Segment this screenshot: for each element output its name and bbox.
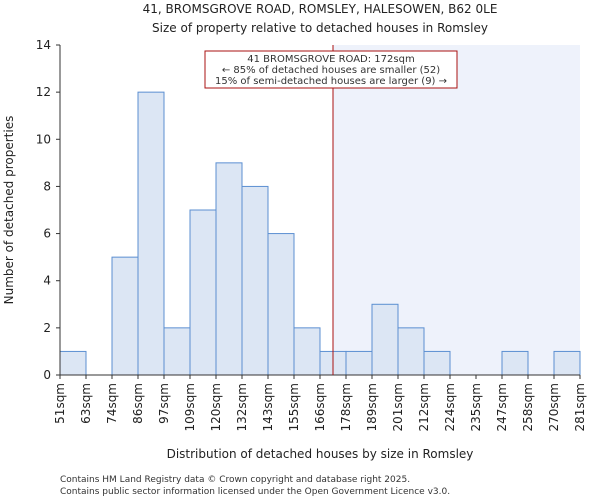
y-tick-labels: 0 2 4 6 8 10 12 14 — [36, 38, 51, 382]
x-tick-label: 224sqm — [443, 383, 457, 431]
bar-155sqm — [293, 327, 321, 376]
bar-51sqm — [59, 350, 87, 376]
x-tick-label: 132sqm — [235, 383, 249, 431]
bar-132sqm — [241, 185, 269, 376]
x-tick-label: 281sqm — [573, 383, 587, 431]
y-tick-label: 14 — [36, 38, 51, 52]
bar-109sqm — [189, 209, 217, 376]
annotation-line-2: ← 85% of detached houses are smaller (52… — [222, 65, 440, 76]
bar-97sqm — [163, 327, 191, 376]
x-tick-label: 258sqm — [521, 383, 535, 431]
x-tick-label: 201sqm — [391, 383, 405, 431]
x-axis-label: Distribution of detached houses by size … — [167, 447, 474, 461]
y-tick-label: 0 — [43, 368, 51, 382]
axes-layer — [56, 44, 581, 379]
x-tick-label: 212sqm — [417, 383, 431, 431]
x-tick-label: 178sqm — [339, 383, 353, 431]
bar-178sqm — [345, 350, 373, 376]
x-tick-label: 270sqm — [547, 383, 561, 431]
x-tick-label: 63sqm — [79, 383, 93, 424]
x-tick-label: 189sqm — [365, 383, 379, 431]
marker-layer: 41 BROMSGROVE ROAD: 172sqm← 85% of detac… — [204, 45, 458, 375]
x-tick-label: 120sqm — [209, 383, 223, 431]
y-tick-label: 12 — [36, 85, 51, 99]
chart-subtitle: Size of property relative to detached ho… — [152, 21, 488, 35]
x-tick-label: 143sqm — [261, 383, 275, 431]
footer-line-2: Contains public sector information licen… — [60, 487, 450, 497]
x-tick-label: 247sqm — [495, 383, 509, 431]
bar-86sqm — [137, 91, 165, 376]
footer-line-1: Contains HM Land Registry data © Crown c… — [60, 475, 410, 485]
x-tick-label: 155sqm — [287, 383, 301, 431]
bar-143sqm — [267, 233, 295, 376]
y-axis-label: Number of detached properties — [2, 116, 16, 305]
y-tick-label: 8 — [43, 179, 51, 193]
x-tick-label: 97sqm — [157, 383, 171, 424]
y-tick-label: 2 — [43, 321, 51, 335]
x-tick-label: 51sqm — [53, 383, 67, 424]
bar-201sqm — [397, 327, 425, 376]
y-tick-label: 6 — [43, 227, 51, 241]
y-tick-label: 10 — [36, 132, 51, 146]
bar-189sqm — [371, 303, 399, 376]
annotation-line-3: 15% of semi-detached houses are larger (… — [215, 76, 447, 87]
annotation-line-1: 41 BROMSGROVE ROAD: 172sqm — [247, 54, 414, 65]
bar-120sqm — [215, 162, 243, 376]
bar-74sqm — [111, 256, 139, 376]
chart-title: 41, BROMSGROVE ROAD, ROMSLEY, HALESOWEN,… — [143, 2, 498, 16]
x-tick-label: 109sqm — [183, 383, 197, 431]
x-tick-label: 166sqm — [313, 383, 327, 431]
bar-247sqm — [501, 350, 529, 376]
x-tick-label: 86sqm — [131, 383, 145, 424]
highlight-region-layer — [333, 45, 580, 375]
annotation-box — [204, 50, 458, 89]
x-tick-label: 235sqm — [469, 383, 483, 431]
bar-270sqm — [553, 350, 581, 376]
highlight-region — [333, 45, 580, 375]
x-tick-label: 74sqm — [105, 383, 119, 424]
y-tick-label: 4 — [43, 274, 51, 288]
bar-212sqm — [423, 350, 451, 376]
x-tick-labels: 51sqm 63sqm 74sqm 86sqm 97sqm 109sqm 120sqm 132… — [53, 383, 587, 431]
